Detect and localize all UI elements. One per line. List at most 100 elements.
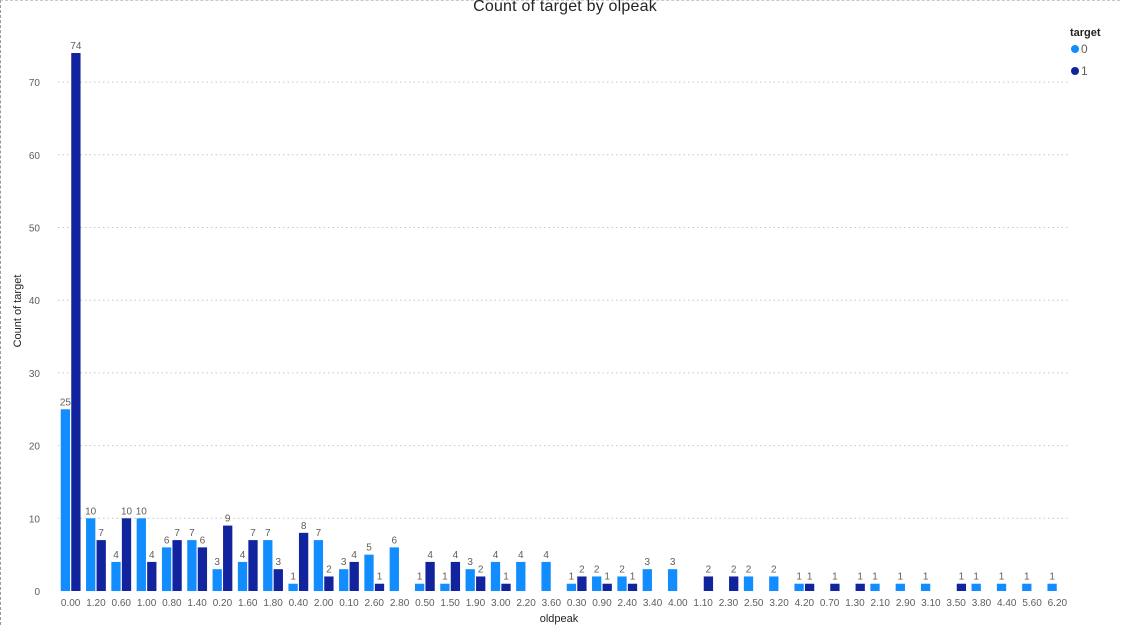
bar-series-0[interactable]	[794, 583, 804, 591]
data-label: 1	[959, 572, 965, 583]
data-label: 3	[467, 557, 473, 568]
bar-series-0[interactable]	[895, 583, 905, 591]
bar-series-1[interactable]	[476, 576, 486, 591]
data-label: 1	[290, 572, 296, 583]
x-tick-label: 1.80	[263, 598, 283, 609]
x-tick-label: 0.20	[213, 598, 233, 609]
bar-series-0[interactable]	[288, 583, 298, 591]
bar-series-0[interactable]	[566, 583, 577, 591]
legend-item-0[interactable]: 0	[1071, 42, 1088, 56]
bar-series-0[interactable]	[592, 576, 602, 591]
bar-series-1[interactable]	[425, 561, 435, 591]
bar-series-1[interactable]	[703, 576, 714, 591]
bar-series-0[interactable]	[313, 540, 324, 591]
y-axis-ticks: 0 10 20 30 40 50 60 70	[29, 78, 41, 598]
bar-series-0[interactable]	[996, 583, 1007, 591]
bar-series-1[interactable]	[121, 518, 132, 591]
y-tick-label: 0	[34, 587, 40, 598]
bar-series-1[interactable]	[298, 532, 309, 591]
bar-series-0[interactable]	[516, 561, 526, 591]
bar-series-0[interactable]	[617, 576, 627, 591]
y-tick-label: 70	[29, 78, 41, 89]
bar-series-1[interactable]	[248, 540, 258, 591]
x-tick-label: 0.80	[162, 598, 182, 609]
bar-series-1[interactable]	[273, 569, 283, 591]
bar-series-0[interactable]	[364, 554, 374, 591]
data-label: 1	[973, 572, 979, 583]
data-label: 10	[121, 506, 133, 517]
bar-series-1[interactable]	[172, 540, 182, 591]
bar-series-1[interactable]	[855, 583, 865, 591]
bar-series-0[interactable]	[263, 540, 273, 591]
bar-series-1[interactable]	[627, 583, 638, 591]
data-label: 4	[543, 550, 549, 561]
bar-series-1[interactable]	[324, 576, 334, 591]
bar-series-0[interactable]	[870, 583, 880, 591]
bar-series-1[interactable]	[830, 583, 840, 591]
bar-series-0[interactable]	[1047, 583, 1057, 591]
bar-series-0[interactable]	[465, 569, 475, 591]
data-label: 7	[265, 528, 271, 539]
y-tick-label: 30	[29, 369, 41, 380]
bar-series-1[interactable]	[450, 561, 461, 591]
x-tick-label: 0.10	[339, 598, 359, 609]
bar-series-0[interactable]	[414, 583, 425, 591]
x-tick-label: 1.50	[440, 598, 460, 609]
bar-series-0[interactable]	[971, 583, 981, 591]
bar-series-1[interactable]	[147, 561, 157, 591]
bar-series-1[interactable]	[956, 583, 967, 591]
x-tick-label: 2.80	[390, 598, 410, 609]
bar-series-1[interactable]	[804, 583, 815, 591]
bar-series-0[interactable]	[920, 583, 931, 591]
bar-series-0[interactable]	[743, 576, 754, 591]
x-tick-label: 3.10	[921, 598, 941, 609]
bar-series-0[interactable]	[389, 547, 399, 591]
bar-series-1[interactable]	[729, 576, 739, 591]
x-axis-title: oldpeak	[540, 613, 579, 625]
bar-series-0[interactable]	[60, 409, 71, 591]
bar-series-0[interactable]	[136, 518, 146, 591]
bar-series-1[interactable]	[374, 583, 385, 591]
legend-item-1[interactable]: 1	[1071, 64, 1088, 78]
bar-series-0[interactable]	[339, 569, 349, 591]
x-tick-label: 1.40	[187, 598, 207, 609]
bar-series-0[interactable]	[86, 518, 96, 591]
bar-series-0[interactable]	[187, 540, 197, 591]
bar-series-0[interactable]	[237, 561, 248, 591]
bar-series-1[interactable]	[602, 583, 612, 591]
bar-series-0[interactable]	[161, 547, 172, 591]
bar-series-0[interactable]	[667, 569, 678, 591]
x-tick-label: 1.30	[845, 598, 865, 609]
bar-series-0[interactable]	[212, 569, 222, 591]
data-label: 7	[250, 528, 256, 539]
bar-series-1[interactable]	[71, 53, 81, 591]
bar-series-1[interactable]	[197, 547, 208, 591]
data-label: 4	[113, 550, 119, 561]
bars	[60, 53, 1057, 591]
bar-series-0[interactable]	[541, 561, 551, 591]
bar-series-0[interactable]	[440, 583, 450, 591]
legend: target 0 1	[1070, 27, 1101, 78]
x-axis-ticks: 0.00 1.20 0.60 1.00 0.80 1.40 0.20 1.60 1.80 0.40…	[61, 598, 1068, 609]
bar-series-0[interactable]	[490, 561, 501, 591]
bar-series-0[interactable]	[642, 569, 652, 591]
data-label: 6	[200, 535, 206, 546]
bar-series-1[interactable]	[577, 576, 587, 591]
bar-series-1[interactable]	[349, 561, 359, 591]
data-label: 1	[832, 572, 838, 583]
data-label: 4	[493, 550, 499, 561]
bar-series-0[interactable]	[1022, 583, 1032, 591]
x-tick-label: 0.60	[112, 598, 132, 609]
data-label: 74	[70, 41, 82, 52]
y-tick-label: 60	[29, 151, 41, 162]
bar-series-0[interactable]	[111, 561, 121, 591]
bar-series-1[interactable]	[501, 583, 511, 591]
x-tick-label: 1.10	[693, 598, 713, 609]
bar-series-1[interactable]	[96, 540, 106, 591]
bar-series-1[interactable]	[223, 525, 233, 591]
x-tick-label: 4.20	[795, 598, 815, 609]
x-tick-label: 3.60	[542, 598, 562, 609]
data-label: 1	[604, 572, 610, 583]
bar-series-0[interactable]	[769, 576, 779, 591]
